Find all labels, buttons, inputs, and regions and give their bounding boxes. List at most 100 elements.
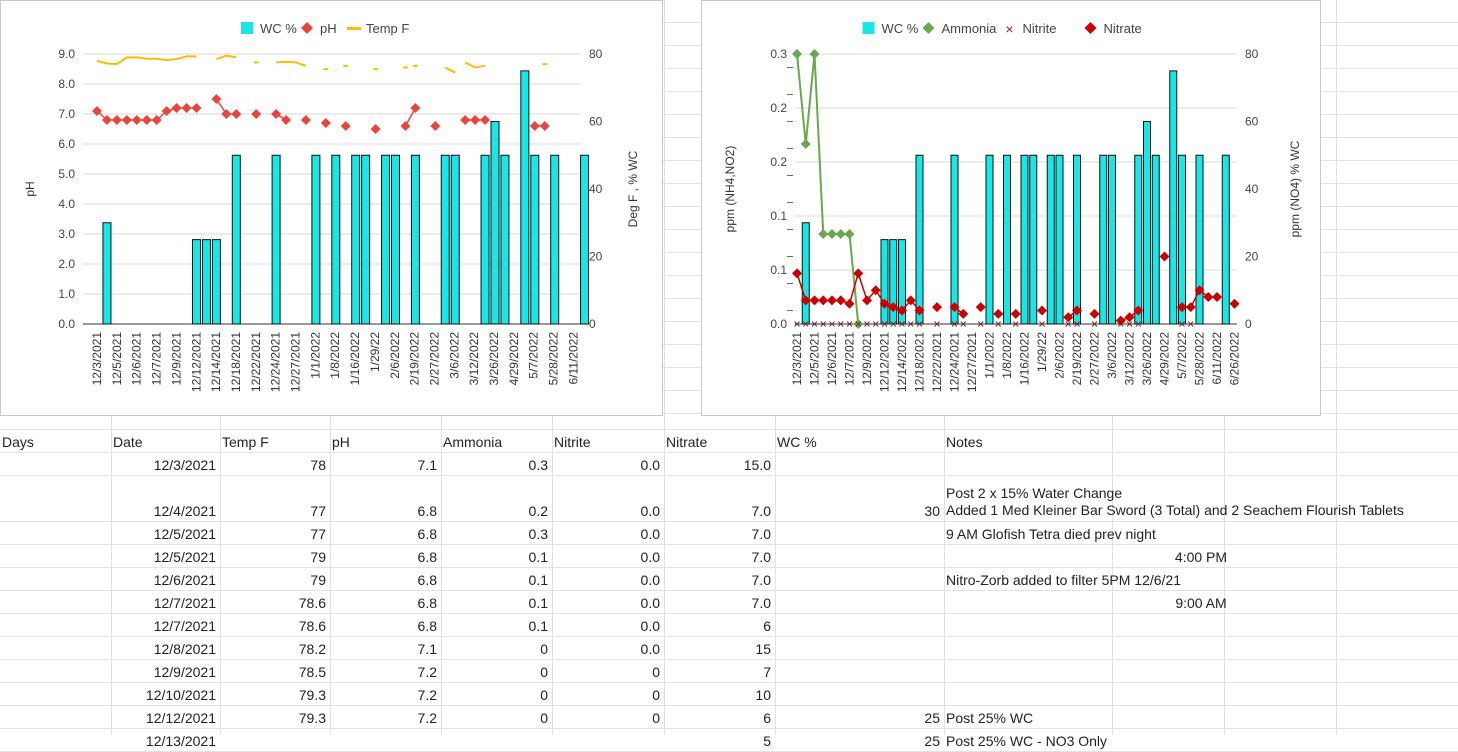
sheet-header-cell[interactable]: Days (2, 433, 34, 450)
cell-ammonia[interactable]: 0.1 (528, 617, 548, 634)
cell-ph[interactable]: 7.1 (417, 640, 437, 657)
cell-temp[interactable]: 79.3 (298, 709, 326, 726)
cell-ph[interactable]: 6.8 (417, 503, 437, 519)
cell-date[interactable]: 12/8/2021 (153, 640, 216, 657)
cell-days[interactable] (0, 683, 111, 706)
cell-temp[interactable]: 78.6 (298, 617, 326, 634)
cell-ph[interactable]: 6.8 (417, 548, 437, 565)
cell-days[interactable] (0, 660, 111, 683)
cell-wc[interactable]: 25 (924, 709, 940, 726)
cell-notes[interactable]: Post 25% WC (946, 709, 1034, 726)
cell-nitrite[interactable]: 0 (652, 709, 660, 726)
cell-days[interactable] (0, 522, 111, 545)
sheet-header-cell[interactable]: Notes (946, 433, 983, 450)
cell-ammonia[interactable]: 0 (540, 640, 548, 657)
cell-temp[interactable]: 79 (310, 571, 326, 588)
cell-notes[interactable]: Post 2 x 15% Water Change Added 1 Med Kl… (946, 485, 1404, 518)
cell-ph[interactable]: 7.2 (417, 686, 437, 703)
cell-days[interactable] (0, 453, 111, 476)
sheet-header-cell[interactable]: Ammonia (443, 433, 503, 450)
cell-nitrite[interactable]: 0.0 (640, 617, 660, 634)
cell-nitrate[interactable]: 10 (755, 686, 771, 703)
cell-ph[interactable]: 6.8 (417, 571, 437, 588)
cell-wc[interactable] (775, 614, 944, 637)
sheet-header-cell[interactable]: Nitrate (666, 433, 708, 450)
cell-date[interactable]: 12/13/2021 (145, 732, 216, 749)
sheet-header-cell[interactable]: Nitrite (554, 433, 591, 450)
cell-ammonia[interactable] (441, 729, 552, 752)
cell-wc[interactable] (775, 591, 944, 614)
cell-nitrate[interactable]: 7.0 (751, 594, 771, 611)
cell-temp[interactable] (220, 729, 330, 752)
cell-wc[interactable] (775, 683, 944, 706)
cell-notes[interactable]: 9 AM Glofish Tetra died prev night (946, 525, 1156, 542)
sheet-header-cell[interactable]: Temp F (222, 433, 269, 450)
cell-nitrate[interactable]: 7.0 (751, 571, 771, 588)
cell-date[interactable]: 12/10/2021 (145, 686, 216, 703)
cell-notes[interactable] (944, 614, 1458, 637)
cell-ammonia[interactable]: 0.3 (528, 456, 548, 473)
cell-date[interactable]: 12/12/2021 (145, 709, 216, 726)
cell-ammonia[interactable]: 0 (540, 663, 548, 680)
cell-nitrite[interactable] (552, 729, 664, 752)
cell-wc[interactable] (775, 660, 944, 683)
cell-ammonia[interactable]: 0.3 (528, 525, 548, 542)
cell-temp[interactable]: 78.5 (298, 663, 326, 680)
cell-nitrate[interactable]: 15 (755, 640, 771, 657)
cell-date[interactable]: 12/4/2021 (153, 503, 216, 519)
cell-temp[interactable]: 79.3 (298, 686, 326, 703)
cell-nitrite[interactable]: 0.0 (640, 571, 660, 588)
cell-days[interactable] (0, 545, 111, 568)
cell-wc[interactable]: 25 (924, 732, 940, 749)
cell-nitrate[interactable]: 7 (763, 663, 771, 680)
cell-nitrite[interactable]: 0.0 (640, 456, 660, 473)
cell-days[interactable] (0, 706, 111, 729)
cell-days[interactable] (0, 568, 111, 591)
cell-notes[interactable] (944, 683, 1458, 706)
cell-temp[interactable]: 78.6 (298, 594, 326, 611)
cell-nitrate[interactable]: 15.0 (743, 456, 771, 473)
cell-ammonia[interactable]: 0 (540, 686, 548, 703)
cell-ph[interactable]: 6.8 (417, 617, 437, 634)
cell-temp[interactable]: 79 (310, 548, 326, 565)
cell-nitrite[interactable]: 0.0 (640, 548, 660, 565)
cell-wc[interactable] (775, 637, 944, 660)
cell-notes[interactable] (944, 660, 1458, 683)
cell-wc[interactable] (775, 453, 944, 476)
cell-nitrite[interactable]: 0 (652, 663, 660, 680)
cell-notes[interactable] (944, 637, 1458, 660)
cell-notes[interactable]: Post 25% WC - NO3 Only (946, 732, 1108, 749)
cell-ph[interactable] (330, 729, 441, 752)
sheet-header-cell[interactable]: Date (113, 433, 143, 450)
cell-nitrate[interactable]: 7.0 (751, 525, 771, 542)
cell-date[interactable]: 12/7/2021 (153, 594, 216, 611)
chart-ammonia-nitrite-nitrate[interactable]: 0.3 0.2 0.2 0.1 0.1 0.0 80 60 40 20 0 12/3/2021 12/5… (701, 0, 1321, 416)
cell-nitrate[interactable]: 5 (763, 732, 771, 749)
chart-ph-temp[interactable]: 9.0 8.0 7.0 6.0 5.0 4.0 3.0 2.0 1.0 0.0 80 60 40 20 0 1… (0, 0, 663, 416)
cell-nitrite[interactable]: 0 (652, 686, 660, 703)
cell-nitrite[interactable]: 0.0 (640, 525, 660, 542)
cell-days[interactable] (0, 476, 111, 522)
cell-date[interactable]: 12/9/2021 (153, 663, 216, 680)
cell-ammonia[interactable]: 0 (540, 709, 548, 726)
cell-days[interactable] (0, 614, 111, 637)
cell-date[interactable]: 12/7/2021 (153, 617, 216, 634)
cell-wc[interactable] (775, 522, 944, 545)
cell-nitrite[interactable]: 0.0 (640, 594, 660, 611)
cell-notes[interactable]: 4:00 PM (1174, 548, 1228, 565)
cell-days[interactable] (0, 637, 111, 660)
cell-temp[interactable]: 77 (310, 525, 326, 542)
cell-ammonia[interactable]: 0.1 (528, 571, 548, 588)
cell-notes[interactable]: 9:00 AM (1175, 594, 1227, 611)
cell-days[interactable] (0, 591, 111, 614)
cell-nitrite[interactable]: 0.0 (640, 503, 660, 519)
cell-ammonia[interactable]: 0.1 (528, 548, 548, 565)
cell-ammonia[interactable]: 0.2 (528, 503, 548, 519)
sheet-header-cell[interactable]: WC % (777, 433, 817, 450)
cell-temp[interactable]: 77 (310, 503, 326, 519)
cell-nitrate[interactable]: 6 (763, 709, 771, 726)
cell-ammonia[interactable]: 0.1 (528, 594, 548, 611)
cell-ph[interactable]: 7.2 (417, 709, 437, 726)
cell-date[interactable]: 12/6/2021 (153, 571, 216, 588)
cell-wc[interactable]: 30 (924, 503, 940, 519)
